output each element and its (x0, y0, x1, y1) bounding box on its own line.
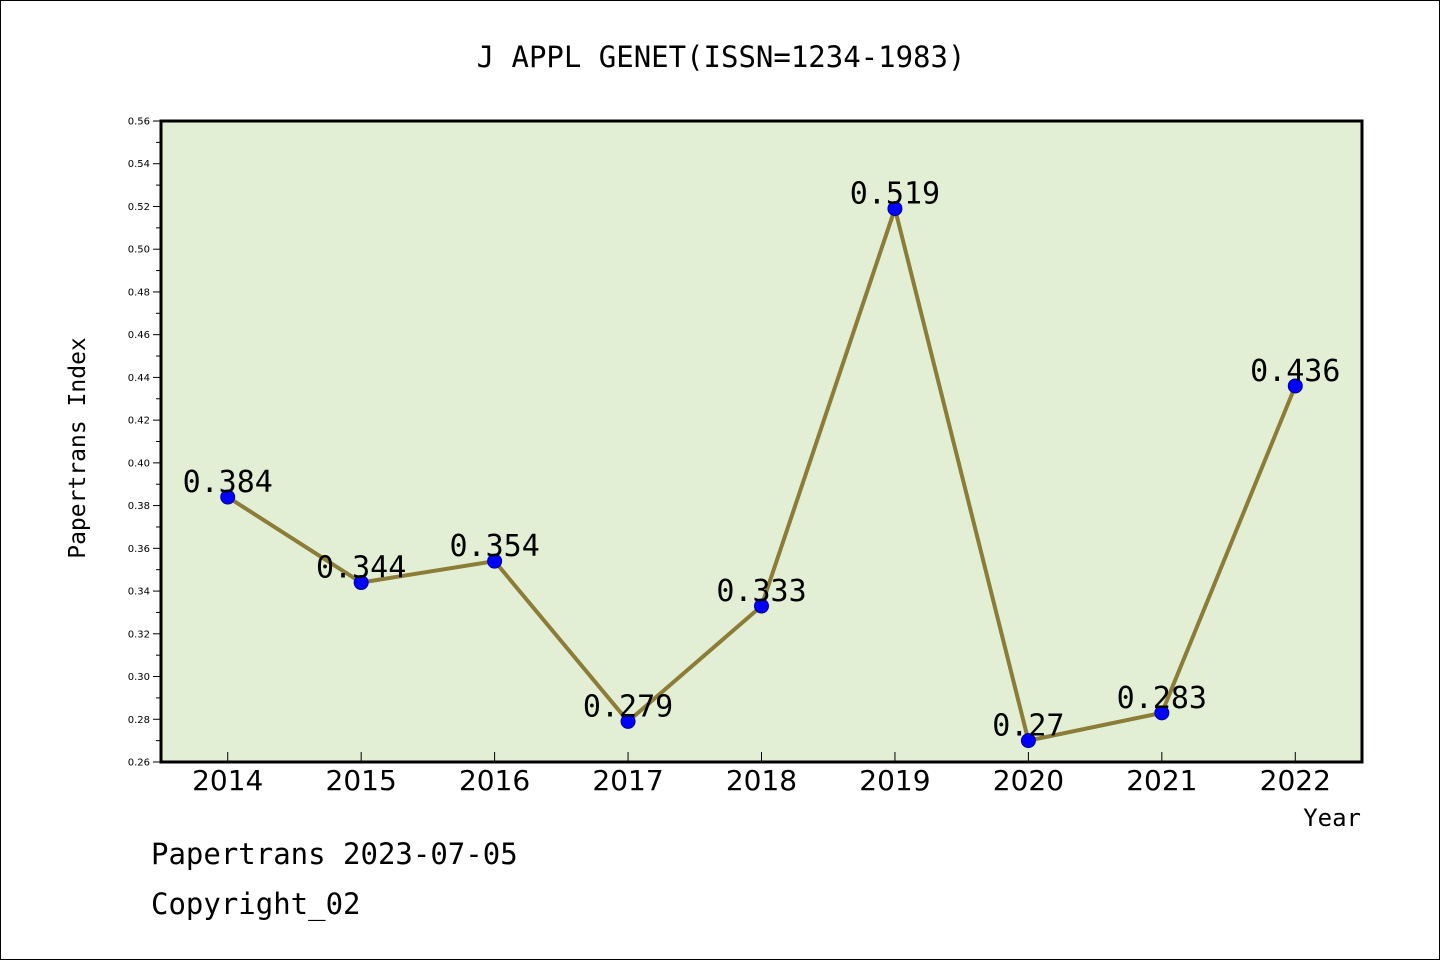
y-tick-label: 0.56 (128, 117, 150, 128)
y-tick-label: 0.48 (128, 287, 150, 298)
data-label-2016: 0.354 (449, 529, 539, 564)
data-label-2021: 0.283 (1117, 681, 1207, 716)
y-tick-label: 0.54 (128, 159, 150, 170)
data-point-2016 (487, 553, 503, 569)
x-tick-label: 2020 (993, 764, 1064, 797)
y-tick-label: 0.50 (128, 245, 150, 256)
data-point-2020 (1020, 733, 1036, 749)
y-tick-label: 0.46 (128, 330, 150, 341)
data-label-2020: 0.27 (992, 709, 1064, 744)
plot-area (159, 119, 1364, 764)
x-tick-label: 2016 (459, 764, 530, 797)
data-label-2017: 0.279 (583, 689, 673, 724)
y-tick-label: 0.44 (128, 373, 150, 384)
series-papertrans-index (220, 201, 1303, 749)
x-tick-label: 2021 (1126, 764, 1197, 797)
data-label-2018: 0.333 (716, 574, 806, 609)
x-tick-label: 2019 (859, 764, 930, 797)
x-tick-label: 2014 (192, 764, 263, 797)
y-tick-label: 0.52 (128, 202, 150, 213)
data-point-2021 (1154, 705, 1170, 721)
data-labels: 0.384 0.344 0.354 0.279 0.333 0.519 0.27 0.283 0… (183, 177, 1341, 744)
y-axis-label: Papertrans Index (65, 337, 91, 559)
data-point-2014 (220, 489, 236, 505)
x-tick-label: 2022 (1260, 764, 1331, 797)
y-tick-label: 0.40 (128, 458, 150, 469)
y-tick-label: 0.26 (128, 758, 150, 769)
data-label-2015: 0.344 (316, 551, 406, 586)
data-label-2022: 0.436 (1250, 354, 1340, 389)
y-tick-label: 0.42 (128, 416, 150, 427)
x-tick-label: 2015 (326, 764, 397, 797)
data-point-2018 (754, 598, 769, 614)
x-axis: 2014 2015 2016 2017 2018 2019 2020 2021 2022 (192, 752, 1331, 797)
y-tick-label: 0.30 (128, 672, 150, 683)
x-tick-label: 2017 (592, 764, 663, 797)
data-point-2015 (353, 575, 369, 591)
y-tick-label: 0.38 (128, 501, 150, 512)
footer-copyright: Copyright_02 (151, 887, 361, 921)
data-label-2019: 0.519 (850, 177, 940, 212)
y-tick-label: 0.32 (128, 629, 150, 640)
data-point-2022 (1287, 378, 1303, 394)
y-tick-label: 0.36 (128, 544, 150, 555)
data-label-2014: 0.384 (183, 465, 273, 500)
data-point-2017 (620, 713, 636, 729)
chart-title: J APPL GENET(ISSN=1234-1983) (477, 40, 966, 74)
y-axis: 0.26 0.28 0.30 0.32 0.34 0.36 0.38 0.40 0.42 0.44… (128, 117, 161, 769)
data-point-2019 (887, 201, 903, 217)
y-tick-label: 0.34 (128, 587, 150, 598)
footer-date: Papertrans 2023-07-05 (151, 837, 518, 871)
x-tick-label: 2018 (726, 764, 797, 797)
x-axis-label: Year (1303, 804, 1361, 832)
y-tick-label: 0.28 (128, 715, 150, 726)
